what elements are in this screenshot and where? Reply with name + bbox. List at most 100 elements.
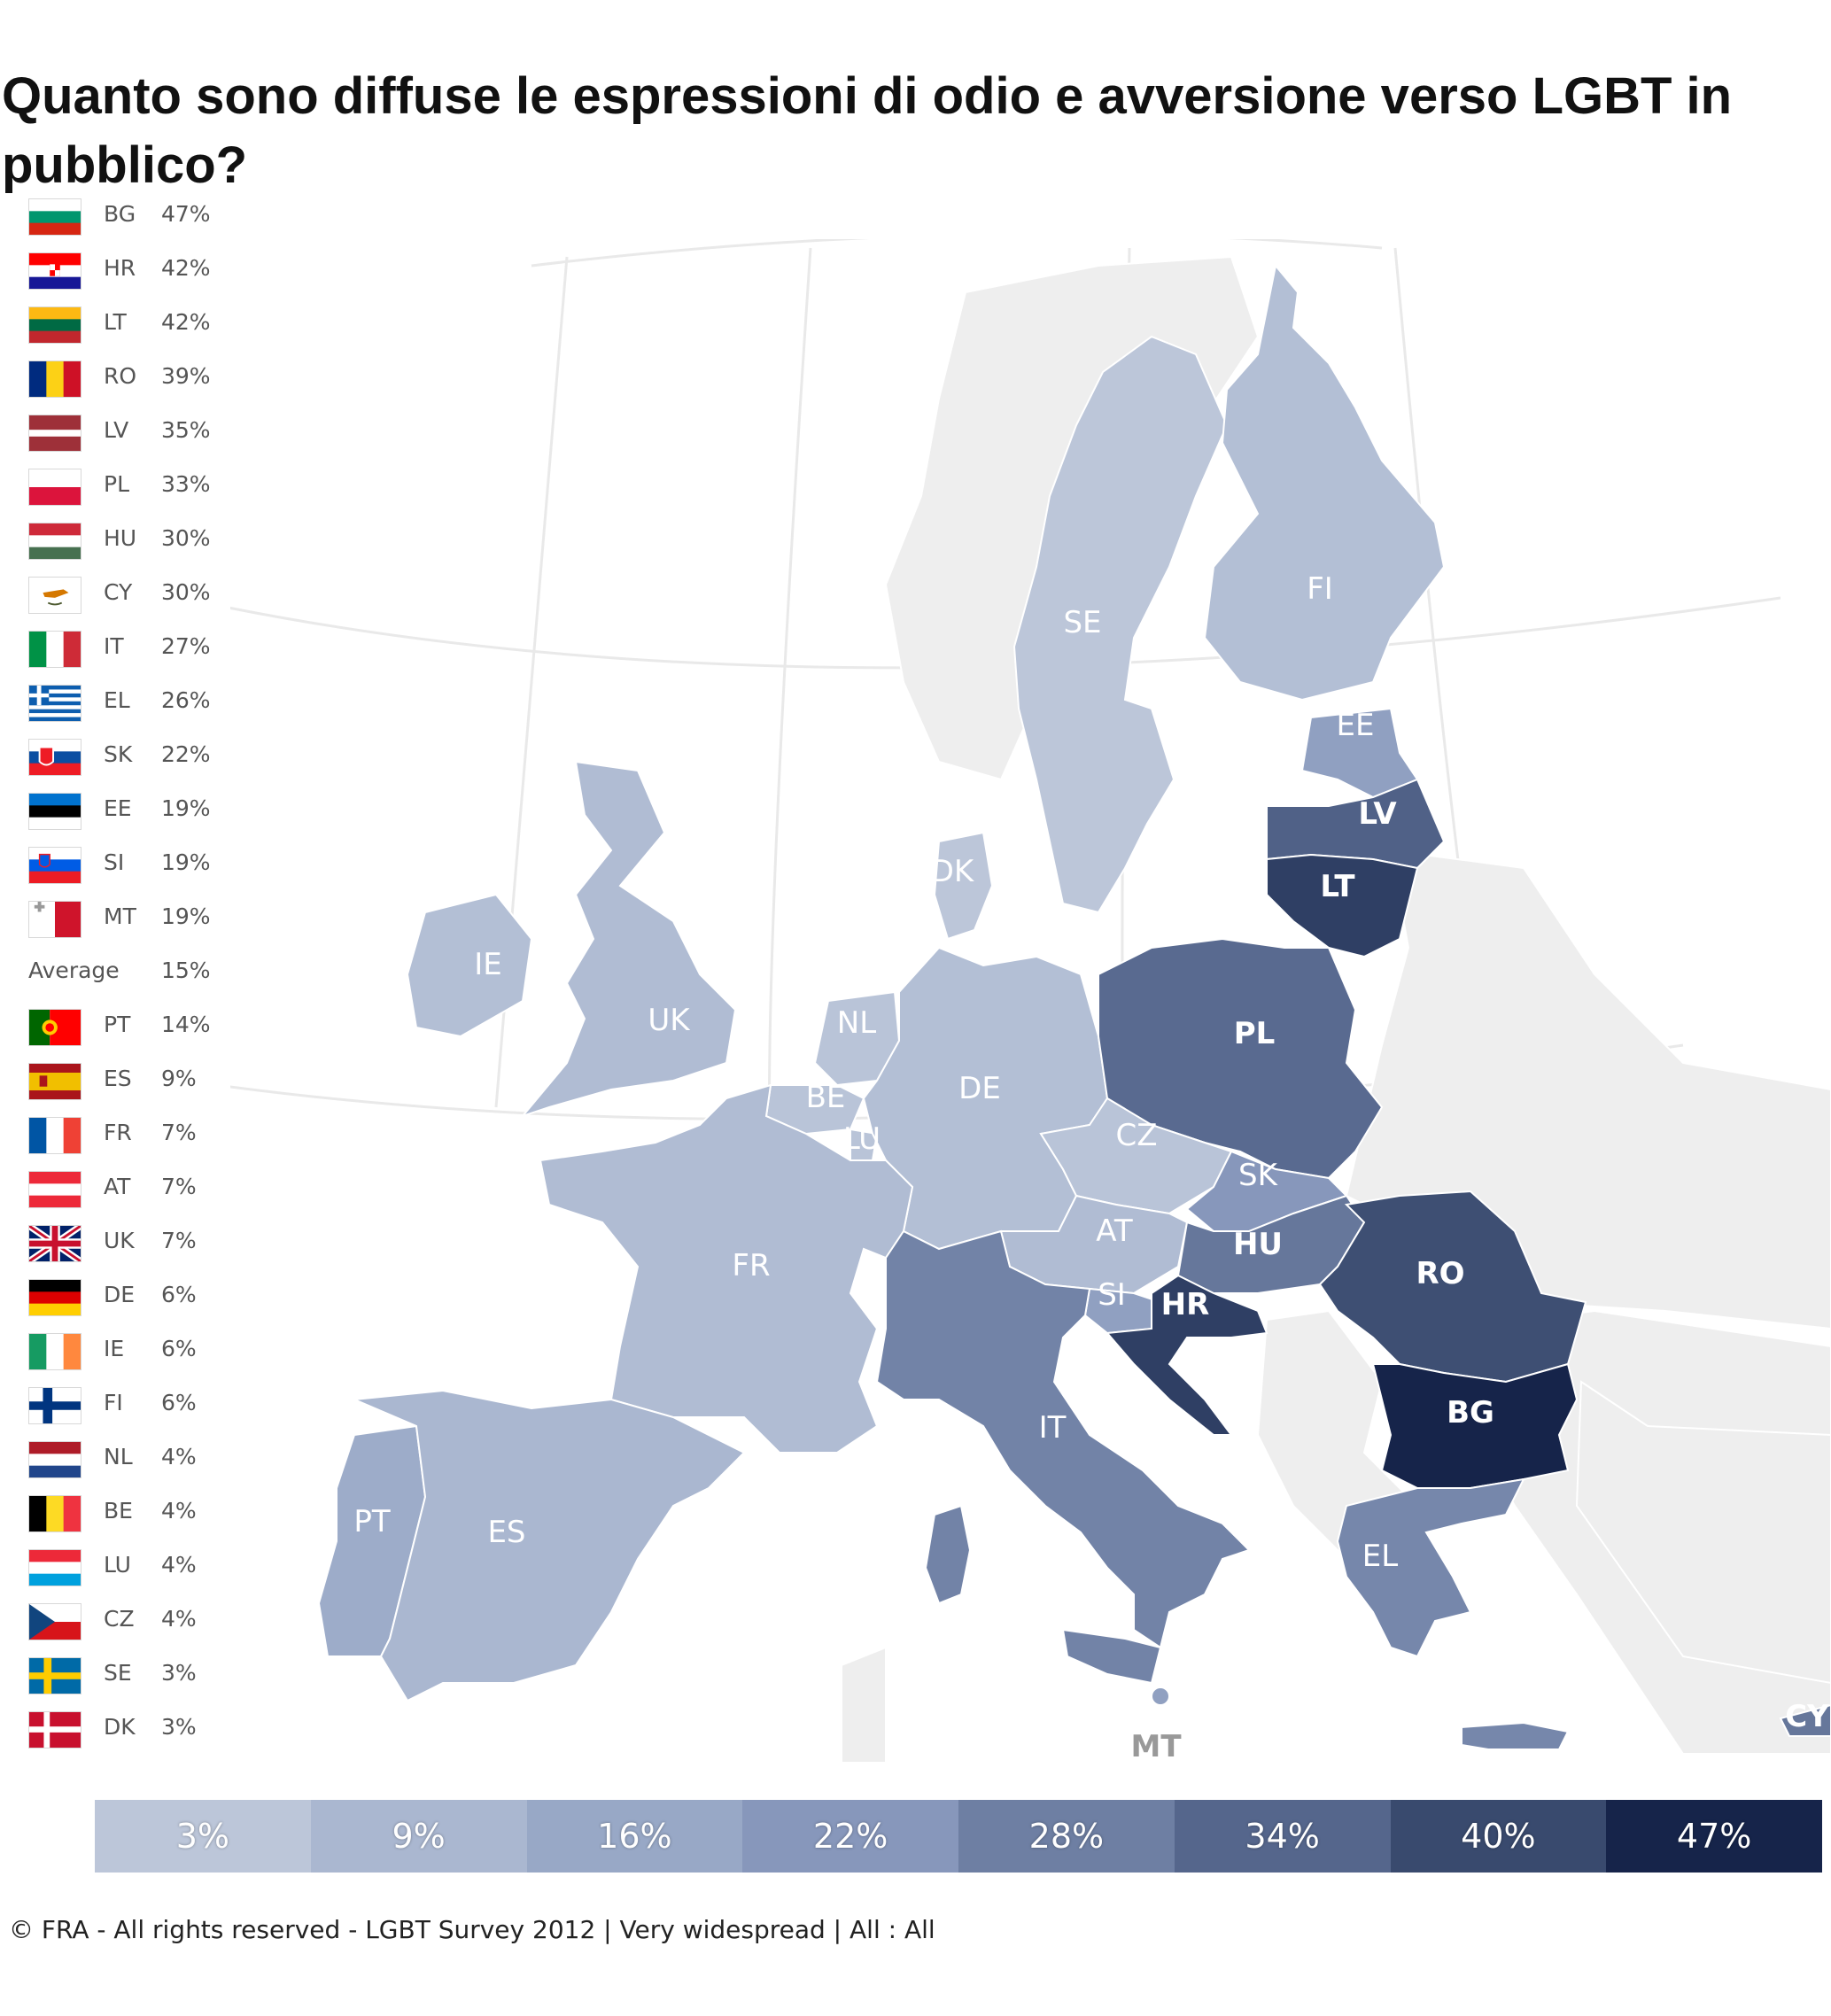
legend-country-code: BG (104, 201, 136, 227)
legend-percentage: 22% (161, 741, 211, 767)
legend-percentage: 3% (161, 1714, 197, 1740)
flag-cz-icon (28, 1603, 81, 1640)
legend-country-code: CZ (104, 1606, 135, 1632)
legend-row-be: BE 4% (28, 1495, 241, 1549)
legend-row-dk: DK 3% (28, 1711, 241, 1765)
country-LT (1266, 853, 1419, 958)
legend-percentage: 9% (161, 1066, 197, 1091)
legend-percentage: 19% (161, 903, 211, 929)
legend-percentage: 14% (161, 1012, 211, 1037)
map-label-lv: LV (1358, 796, 1397, 832)
map-label-lt: LT (1320, 869, 1355, 904)
flag-cy-icon (28, 577, 81, 614)
country-BG (1371, 1362, 1579, 1489)
legend-percentage: 4% (161, 1552, 197, 1578)
legend-country-code: FR (104, 1120, 132, 1145)
flag-be-icon (28, 1495, 81, 1532)
legend-country-code: LU (104, 1552, 131, 1578)
flag-fr-icon (28, 1117, 81, 1154)
eu-countries (317, 263, 1831, 1750)
map-label-fi: FI (1307, 571, 1333, 607)
legend-row-average: Average 15% (28, 955, 241, 1009)
country-MT (1151, 1686, 1170, 1706)
legend-percentage: 19% (161, 795, 211, 821)
flag-si-icon (28, 847, 81, 884)
legend-percentage: 4% (161, 1606, 197, 1632)
flag-bg-icon (28, 198, 81, 236)
country-HR (1105, 1274, 1269, 1436)
legend-percentage: 47% (161, 201, 211, 227)
legend-row-sk: SK 22% (28, 739, 241, 793)
legend-row-lv: LV 35% (28, 415, 241, 469)
scale-segment: 28% (958, 1800, 1175, 1873)
country-IT-sicily (1061, 1628, 1162, 1685)
flag-lt-icon (28, 306, 81, 344)
legend-country-code: BE (104, 1498, 133, 1524)
legend-row-hr: HR 42% (28, 252, 241, 306)
legend-percentage: 35% (161, 417, 211, 443)
legend-percentage: 30% (161, 579, 211, 605)
europe-choropleth-map: SE FI EE LV LT DK IE UK NL BE LU DE PL CZ SK AT HU RO FR SI… (230, 239, 1831, 1764)
legend-percentage: 4% (161, 1498, 197, 1524)
legend-percentage: 7% (161, 1174, 197, 1199)
country-legend: BG 47% HR 42% LT 42% RO 39% LV 35% PL 33% HU 30% CY 30%… (28, 198, 241, 1765)
flag-es-icon (28, 1063, 81, 1100)
map-label-sk: SK (1238, 1158, 1279, 1193)
map-label-es: ES (487, 1515, 525, 1550)
flag-mt-icon (28, 901, 81, 938)
map-label-fr: FR (732, 1248, 770, 1283)
legend-row-ie: IE 6% (28, 1333, 241, 1387)
legend-country-code: SI (104, 849, 125, 875)
legend-country-code: PT (104, 1012, 131, 1037)
map-label-el: EL (1362, 1539, 1398, 1574)
country-IT (875, 1229, 1251, 1649)
map-label-ee: EE (1337, 708, 1375, 743)
map-label-de: DE (958, 1071, 1001, 1106)
legend-country-code: HR (104, 255, 136, 281)
flag-ie-icon (28, 1333, 81, 1370)
legend-country-code: SK (104, 741, 133, 767)
legend-row-at: AT 7% (28, 1171, 241, 1225)
map-label-at: AT (1096, 1213, 1133, 1249)
flag-sk-icon (28, 739, 81, 776)
country-DK (933, 831, 994, 941)
legend-row-de: DE 6% (28, 1279, 241, 1333)
flag-nl-icon (28, 1441, 81, 1478)
map-label-hr: HR (1161, 1287, 1210, 1322)
legend-row-uk: UK 7% (28, 1225, 241, 1279)
color-scale: 3% 9% 16% 22% 28% 34% 40% 47% (95, 1800, 1822, 1873)
flag-at-icon (28, 1171, 81, 1208)
scale-segment: 40% (1390, 1800, 1607, 1873)
legend-percentage: 4% (161, 1444, 197, 1469)
legend-percentage: 19% (161, 849, 211, 875)
legend-country-code: CY (104, 579, 133, 605)
country-FR (539, 1083, 914, 1454)
legend-row-se: SE 3% (28, 1657, 241, 1711)
legend-row-ee: EE 19% (28, 793, 241, 847)
map-label-ie: IE (474, 947, 502, 982)
legend-row-pt: PT 14% (28, 1009, 241, 1063)
country-UK (519, 760, 737, 1119)
flag-hr-icon (28, 252, 81, 290)
legend-row-bg: BG 47% (28, 198, 241, 252)
legend-percentage: 26% (161, 687, 211, 713)
legend-country-code: IT (104, 633, 124, 659)
country-IE (406, 893, 533, 1038)
legend-country-code: SE (104, 1660, 132, 1686)
flag-lv-icon (28, 415, 81, 452)
country-EL (1336, 1477, 1525, 1658)
map-label-cy: CY (1785, 1699, 1829, 1734)
flag-pl-icon (28, 469, 81, 506)
flag-dk-icon (28, 1711, 81, 1748)
legend-percentage: 27% (161, 633, 211, 659)
legend-country-code: RO (104, 363, 137, 389)
country-FI (1203, 263, 1446, 702)
legend-country-code: LV (104, 417, 129, 443)
map-label-be: BE (806, 1080, 846, 1115)
legend-country-code: FI (104, 1390, 123, 1415)
map-label-it: IT (1039, 1410, 1067, 1446)
legend-row-cy: CY 30% (28, 577, 241, 631)
flag-el-icon (28, 685, 81, 722)
legend-percentage: 33% (161, 471, 211, 497)
legend-country-code: DK (104, 1714, 136, 1740)
